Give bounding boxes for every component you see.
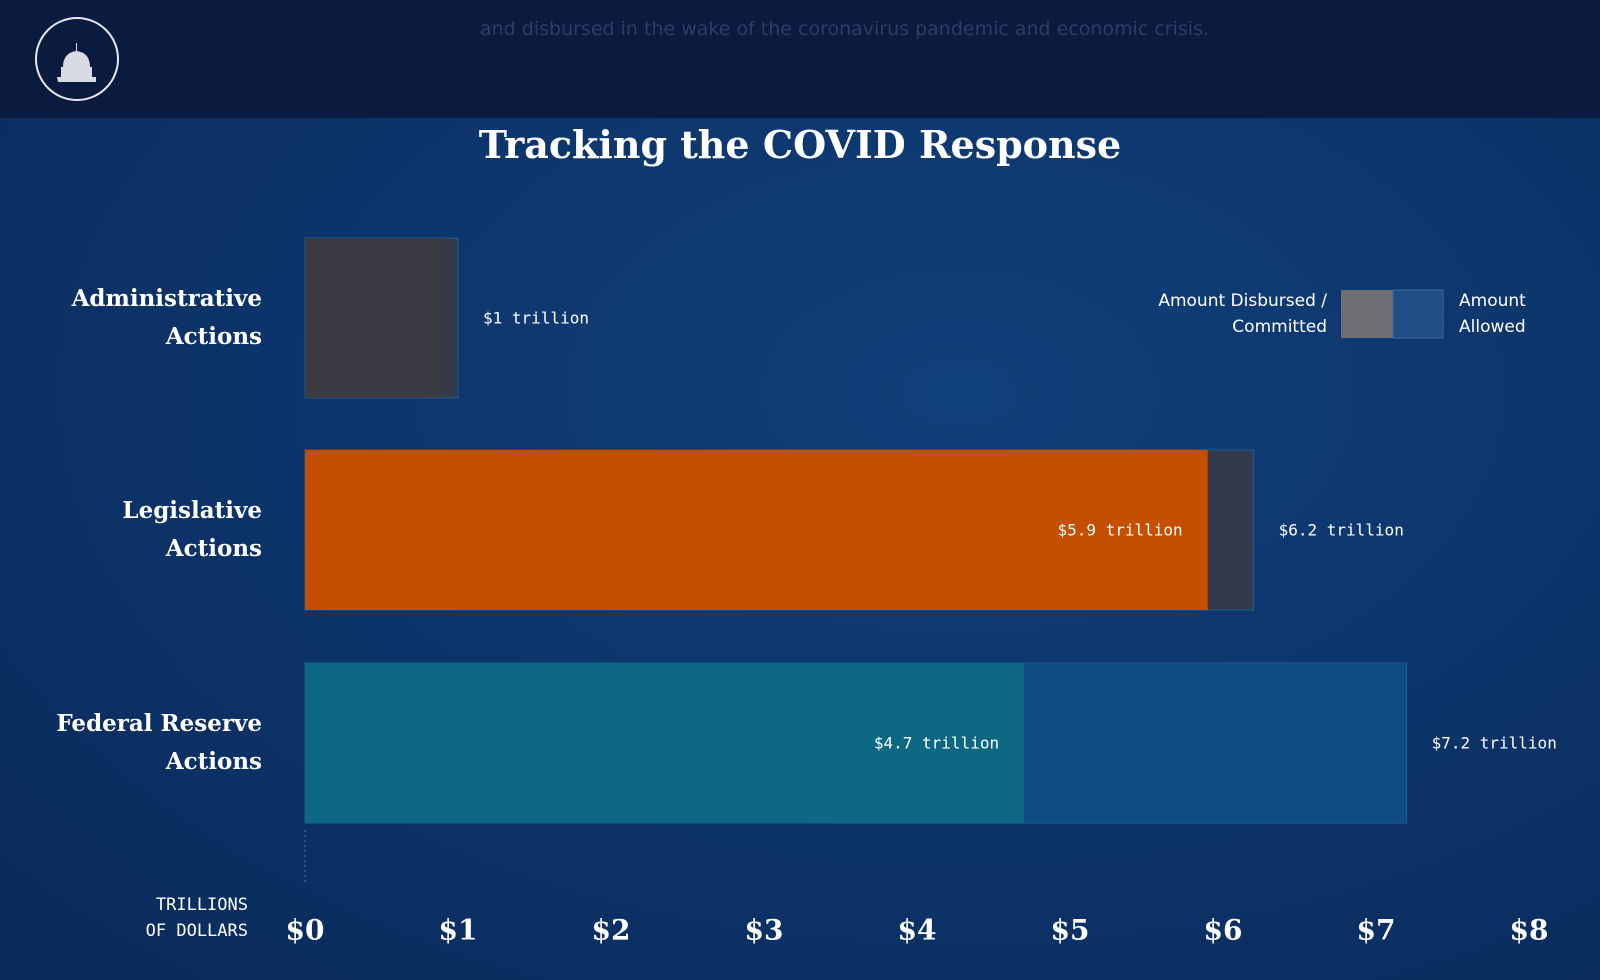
value-label: $1 trillion <box>483 308 589 328</box>
category-label: Federal Reserve Actions <box>56 710 262 775</box>
logo <box>35 17 119 101</box>
x-tick-label: $3 <box>744 913 784 947</box>
value-label: $4.7 trillion <box>873 733 1000 753</box>
bar <box>305 238 443 398</box>
x-tick-label: $8 <box>1509 913 1549 947</box>
chart-title: Tracking the COVID Response <box>478 122 1122 167</box>
legend-swatch <box>1392 289 1444 339</box>
value-label: $6.2 trillion <box>1278 520 1404 540</box>
axis-label: TRILLIONS OF DOLLARS <box>145 895 248 941</box>
value-label: $5.9 trillion <box>1057 520 1183 540</box>
x-tick-label: $0 <box>285 913 325 947</box>
legend-swatch <box>1341 290 1393 338</box>
x-tick-label: $2 <box>591 913 631 947</box>
bar <box>305 663 1025 823</box>
category-label: Administrative Actions <box>71 285 262 350</box>
x-tick-label: $5 <box>1050 913 1090 947</box>
x-tick-label: $7 <box>1356 913 1396 947</box>
x-tick-label: $4 <box>897 913 937 947</box>
category-label: Legislative Actions <box>122 497 262 562</box>
value-label: $7.2 trillion <box>1431 733 1557 753</box>
legend-label: Amount Allowed <box>1459 291 1526 337</box>
legend-label: Amount Disbursed / Committed <box>1158 291 1327 337</box>
bar <box>305 450 1208 610</box>
header-text: and disbursed in the wake of the coronav… <box>480 18 1210 40</box>
header-bar: and disbursed in the wake of the coronav… <box>0 0 1600 118</box>
x-tick-label: $1 <box>438 913 478 947</box>
x-tick-label: $6 <box>1203 913 1243 947</box>
